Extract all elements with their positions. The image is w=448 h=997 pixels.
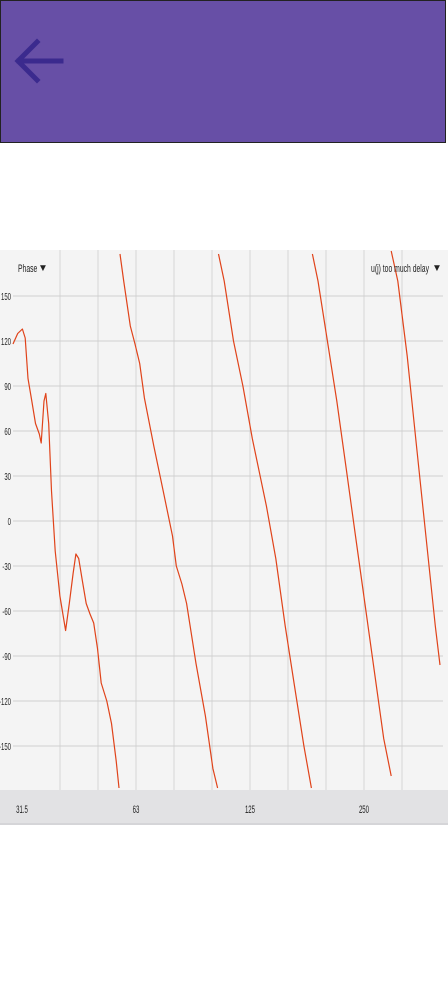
x-tick-label: 250 <box>359 803 369 815</box>
phase-line-segment <box>217 253 312 789</box>
y-tick-label: -120 <box>0 697 11 708</box>
plot-area <box>13 250 443 790</box>
y-tick-label: -60 <box>2 607 11 618</box>
y-axis-tick-labels: 150 120 90 60 30 0 -30 -60 -90 -120 -150 <box>0 292 11 753</box>
y-tick-label: 0 <box>8 517 12 528</box>
arrow-left-icon <box>14 38 64 84</box>
y-tick-label: -150 <box>0 742 11 753</box>
x-tick-label: 31.5 <box>16 803 28 815</box>
app-bar <box>0 0 446 143</box>
delay-warning-dropdown-indicator[interactable]: ▼ <box>432 263 442 274</box>
delay-warning-label[interactable]: u(j) too much delay <box>371 262 429 274</box>
phase-series <box>12 250 441 789</box>
y-tick-label: 120 <box>1 337 11 348</box>
y-tick-label: 150 <box>1 292 11 303</box>
y-tick-label: -30 <box>2 562 11 573</box>
horizontal-gridlines <box>13 295 443 747</box>
x-tick-label: 125 <box>245 803 255 815</box>
y-tick-label: -90 <box>2 652 11 663</box>
y-tick-label: 30 <box>4 472 11 483</box>
y-axis-dropdown-indicator[interactable]: ▼ <box>38 263 48 274</box>
phase-line-segment <box>311 253 392 777</box>
phase-line-segment <box>390 250 441 666</box>
y-axis-label[interactable]: Phase <box>18 262 37 274</box>
x-axis-tick-labels: 31.5 63 125 250 <box>16 803 369 815</box>
vertical-gridlines <box>59 250 403 790</box>
x-axis-band <box>0 790 448 825</box>
phase-line-segment <box>119 253 219 789</box>
y-tick-label: 90 <box>4 382 11 393</box>
phase-line-segment <box>12 328 120 789</box>
phase-chart-svg: 150 120 90 60 30 0 -30 -60 -90 -120 -150 31.5 63 125… <box>0 250 448 825</box>
phase-chart: 150 120 90 60 30 0 -30 -60 -90 -120 -150 31.5 63 125… <box>0 250 448 825</box>
x-tick-label: 63 <box>133 803 140 815</box>
y-tick-label: 60 <box>4 427 11 438</box>
back-button[interactable] <box>9 33 69 89</box>
